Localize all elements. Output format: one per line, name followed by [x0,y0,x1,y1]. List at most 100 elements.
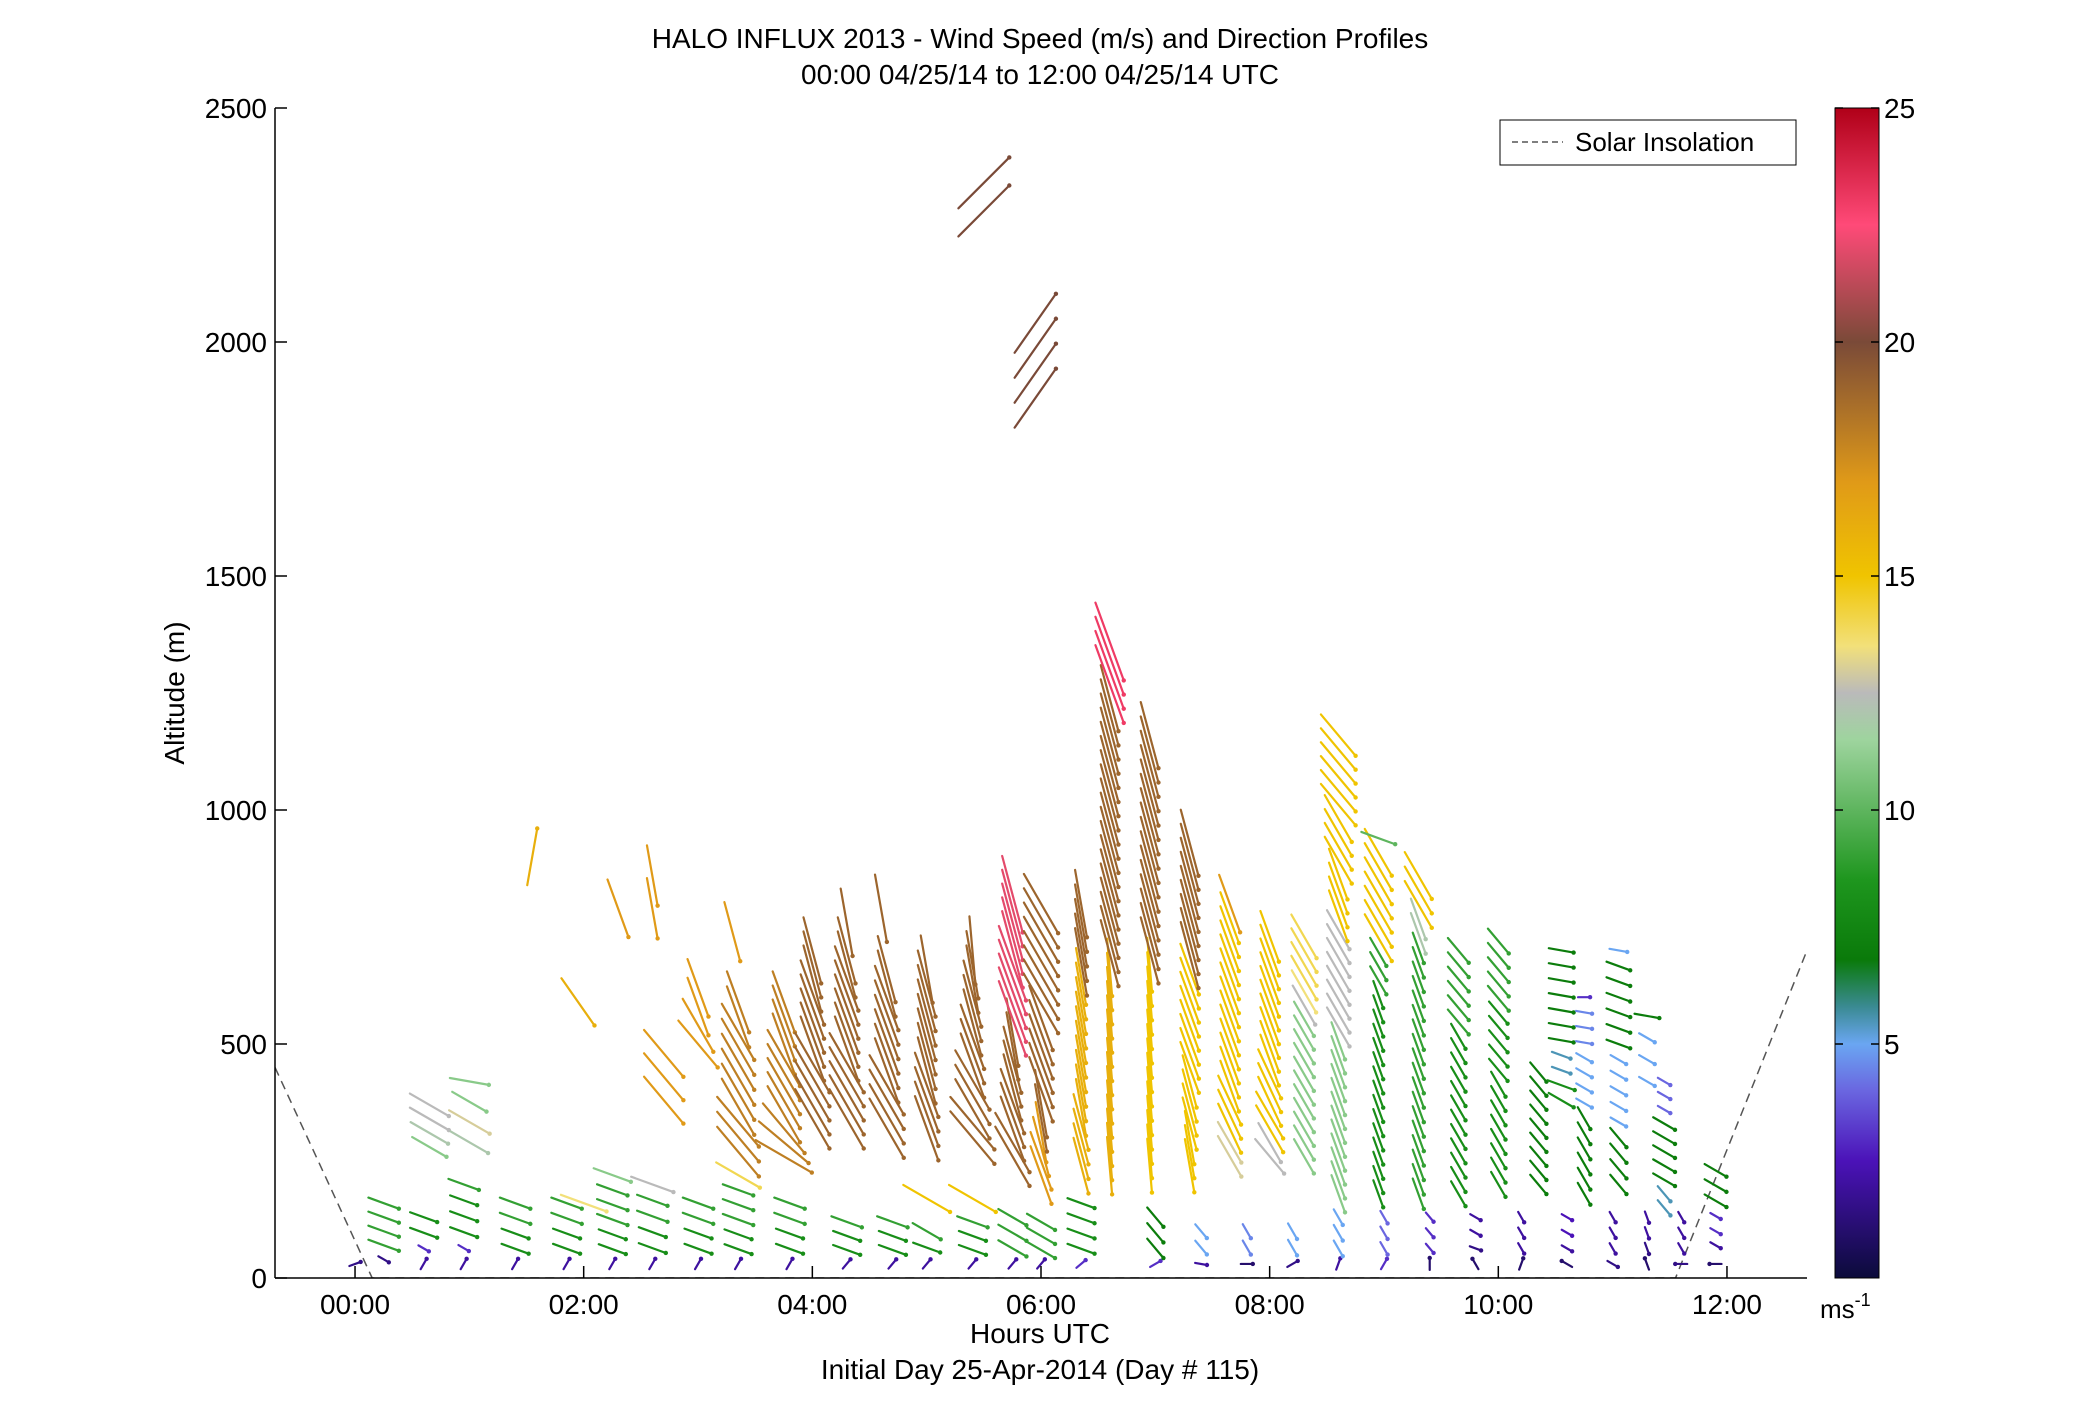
wind-arrow [965,944,980,1014]
wind-arrow [1074,976,1088,1035]
wind-arrow [1179,850,1200,920]
wind-arrow [1327,861,1349,915]
wind-arrow-head [1121,706,1126,711]
wind-arrow-head [1466,1032,1471,1037]
wind-arrow [1179,970,1200,1024]
wind-arrow-head [859,1225,865,1230]
wind-arrow-head [711,1049,716,1054]
wind-arrow-head [1421,1105,1427,1110]
wind-arrow [1490,1099,1507,1127]
wind-arrow-head [1624,1176,1629,1181]
wind-arrow-head [1083,1257,1088,1263]
wind-arrow [635,1209,669,1223]
wind-arrow-head [1024,1223,1029,1228]
wind-arrow-head [1313,1022,1318,1027]
wind-arrow-head [1196,887,1201,893]
wind-arrow-head [1463,1189,1468,1195]
wind-arrow-head [1682,1251,1687,1256]
wind-arrow [754,1139,813,1174]
wind-arrow-head [1652,1083,1657,1089]
wind-arrow-head [1342,1071,1348,1076]
wind-arrow [1022,958,1060,1021]
colorbar-gradient [1834,107,1880,1279]
wind-arrow-head [604,1209,609,1214]
wind-arrow-head [1027,1183,1032,1189]
wind-arrow-head [1613,1235,1618,1241]
wind-arrow-head [1161,1240,1166,1245]
wind-arrow [559,1193,608,1213]
wind-arrow [1369,965,1388,996]
wind-arrow-head [1347,1002,1352,1007]
wind-arrow-head [1156,866,1161,871]
wind-arrow-head [979,1024,984,1029]
wind-arrow [1550,1065,1572,1075]
wind-arrow-head [1276,973,1282,978]
wind-arrow-head [1084,964,1090,969]
wind-arrow [1330,1021,1347,1061]
wind-arrow-head [1345,925,1350,930]
wind-arrow-head [1588,1126,1593,1132]
wind-arrow-head [1086,1162,1091,1167]
wind-arrow-head [1588,1141,1593,1147]
wind-arrow [1330,1132,1347,1172]
wind-arrow [999,1095,1026,1162]
wind-arrow [1066,1212,1096,1225]
wind-arrow [1074,946,1088,1006]
wind-arrow-head [1421,1192,1427,1197]
wind-arrow [1072,1136,1090,1195]
wind-arrow [1605,1038,1632,1050]
wind-arrow-head [1642,1256,1648,1261]
wind-arrow-head [1053,366,1059,371]
wind-arrow [1257,1062,1283,1114]
wind-arrow-head [1083,1002,1089,1007]
wind-arrow [873,1037,900,1104]
wind-arrow-head [1313,1010,1319,1015]
wind-arrow [1139,772,1160,842]
wind-arrow-head [1044,1149,1050,1154]
wind-arrow [449,1210,479,1223]
wind-arrow [1327,847,1349,901]
wind-arrow-head [1672,1155,1678,1161]
wind-arrow [1529,1089,1548,1111]
wind-arrow [1363,827,1393,877]
wind-arrow-head [1349,853,1354,858]
wind-arrow-head [976,996,981,1001]
wind-arrow-head [1347,946,1352,952]
wind-arrow-head [1615,1264,1621,1270]
wind-arrow [721,1212,755,1227]
wind-arrow-head [1086,1191,1091,1196]
wind-arrow [1139,787,1160,856]
wind-arrow-head [1505,1021,1510,1026]
wind-arrow [1411,1076,1425,1109]
wind-arrow [916,1021,937,1091]
wind-arrow-head [1196,943,1201,949]
wind-arrow-head [1466,1003,1471,1008]
wind-arrow [1259,951,1280,1005]
wind-arrow [1290,954,1318,1001]
wind-arrow-head [1463,1103,1468,1109]
wind-arrow-head [1016,1077,1021,1082]
wind-arrow [1179,808,1200,877]
wind-arrow-head [1627,1030,1633,1035]
wind-arrow-head [1589,1105,1595,1110]
wind-arrow [1099,890,1120,959]
wind-arrow-head [396,1220,402,1225]
wind-arrow-head [1613,1220,1618,1225]
wind-arrow [916,963,937,1033]
wind-arrow-head [1276,1014,1282,1019]
wind-arrow-head [1431,1235,1436,1240]
wind-arrow [1449,1108,1467,1136]
wind-arrow-head [663,1234,669,1240]
wind-arrow [1146,994,1154,1051]
wind-arrow [449,1226,479,1239]
wind-arrow [451,1090,488,1113]
wind-arrow [1286,1222,1299,1241]
wind-arrow-head [1389,887,1394,893]
x-tick-label: 10:00 [1463,1289,1533,1320]
wind-arrow [1259,1033,1280,1087]
wind-arrow [1099,848,1120,917]
wind-arrow-head [1342,1098,1348,1104]
wind-arrow-head [1572,1087,1577,1093]
wind-arrow-head [1196,1048,1202,1053]
wind-arrow [1529,1103,1548,1125]
